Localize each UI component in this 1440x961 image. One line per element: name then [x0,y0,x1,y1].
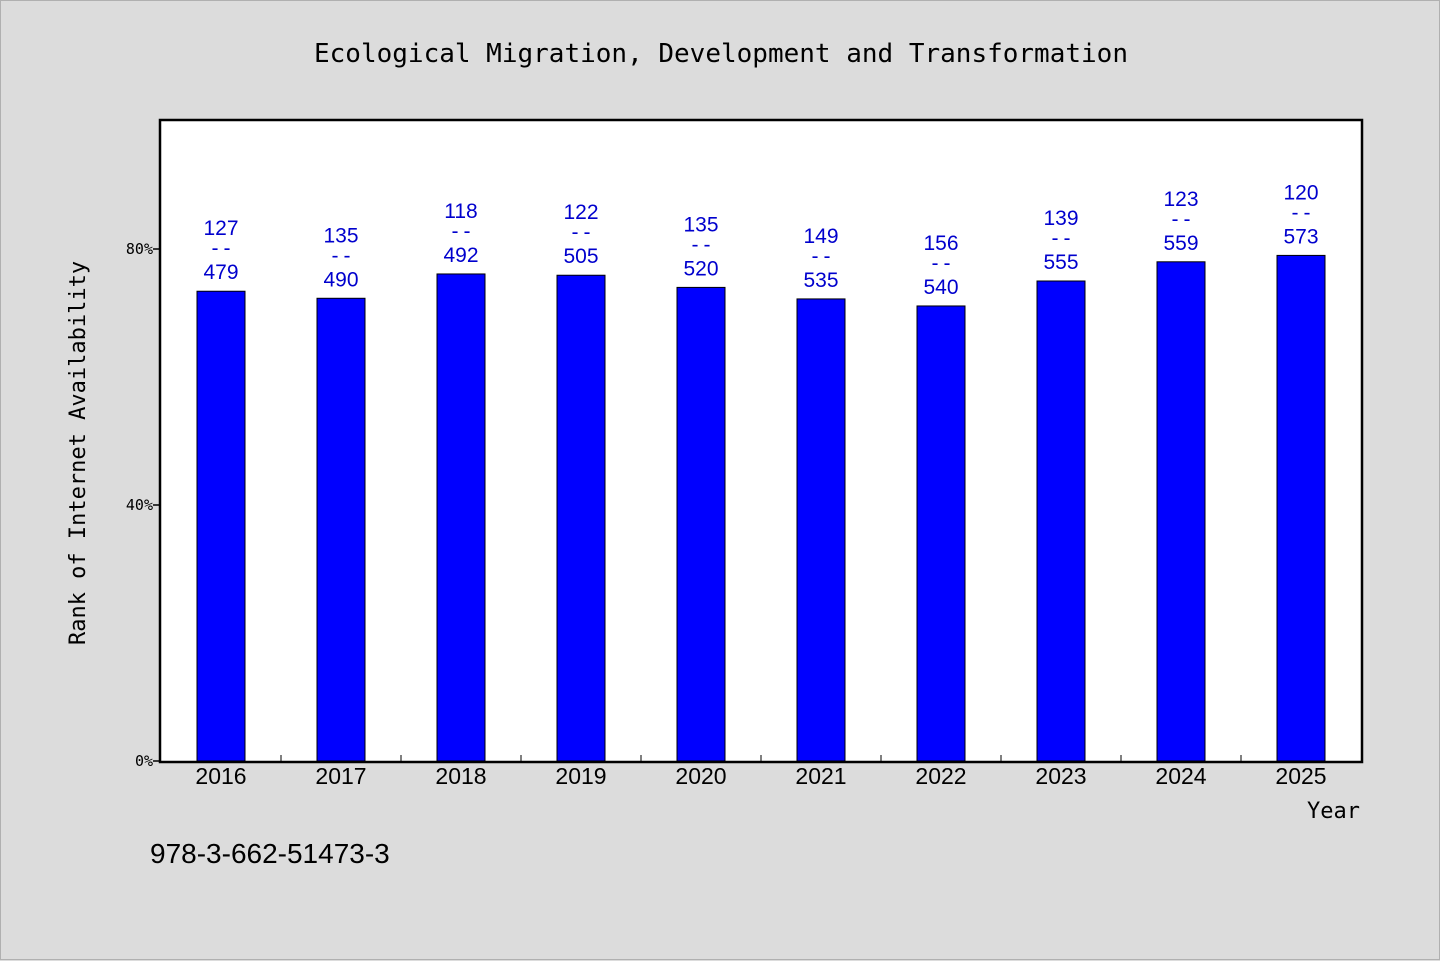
bar-label-sep-2023: -- [1049,226,1073,250]
bar-label-sep-2018: -- [449,219,473,243]
bar-label-sep-2021: -- [809,244,833,268]
bar-label-top-2020: 135 [683,213,718,236]
bar-label-sep-2024: -- [1169,207,1193,231]
y-axis: 0% 40% 80% [126,240,161,770]
bar-label-bottom-2022: 540 [923,276,958,299]
bar-2017 [316,297,366,762]
x-tick-label-2020: 2020 [675,763,726,789]
y-tick-label: 40% [126,496,153,514]
bar-2020 [676,286,726,762]
x-tick-label-2025: 2025 [1275,763,1326,789]
x-tick-label-2019: 2019 [555,763,606,789]
bar-2023 [1036,280,1086,762]
x-tick-label-2016: 2016 [195,763,246,789]
x-tick-label-2023: 2023 [1035,763,1086,789]
x-axis-title: Year [1307,799,1360,824]
y-axis-title: Rank of Internet Availability [66,261,91,645]
bar-label-bottom-2018: 492 [443,244,478,267]
bar-label-bottom-2016: 479 [203,261,238,284]
bar-2024 [1156,261,1206,762]
bar-label-sep-2025: -- [1289,200,1313,224]
y-tick-label: 80% [126,240,153,258]
bar-label-top-2019: 122 [563,201,598,224]
bar-labels-group: 127--479135--490118--492122--505135--520… [203,181,1318,299]
bar-2022 [916,305,966,762]
bar-label-top-2016: 127 [203,217,238,240]
x-tick-label-2024: 2024 [1155,763,1206,789]
y-tick-label: 0% [135,752,153,770]
bar-label-bottom-2025: 573 [1283,225,1318,248]
bar-2016 [196,290,246,762]
bar-label-bottom-2019: 505 [563,245,598,268]
x-tick-label-2022: 2022 [915,763,966,789]
bar-label-top-2022: 156 [923,232,958,255]
bars-group [196,254,1326,762]
x-tick-label-2021: 2021 [795,763,846,789]
chart-title: Ecological Migration, Development and Tr… [314,39,1128,69]
bar-label-top-2024: 123 [1163,188,1198,211]
bar-label-sep-2019: -- [569,220,593,244]
bar-label-top-2023: 139 [1043,207,1078,230]
bar-label-bottom-2021: 535 [803,269,838,292]
bar-label-sep-2017: -- [329,243,353,267]
bar-label-top-2017: 135 [323,224,358,247]
bar-2025 [1276,254,1326,762]
bar-label-sep-2022: -- [929,251,953,275]
bar-label-bottom-2023: 555 [1043,251,1078,274]
bar-label-bottom-2020: 520 [683,257,718,280]
bar-label-bottom-2017: 490 [323,268,358,291]
bar-label-top-2018: 118 [444,200,477,223]
bar-label-bottom-2024: 559 [1163,232,1198,255]
bar-2018 [436,273,486,762]
bar-2019 [556,274,606,762]
bar-label-sep-2020: -- [689,232,713,256]
x-tick-label-2018: 2018 [435,763,486,789]
bar-label-top-2021: 149 [803,225,838,248]
x-tick-label-2017: 2017 [315,763,366,789]
bar-label-sep-2016: -- [209,236,233,260]
bar-label-top-2025: 120 [1283,181,1318,204]
bar-2021 [796,298,846,762]
x-axis: 2016 2017 2018 2019 2020 2021 2022 2023 2024 2025 [195,755,1327,789]
footer-id: 978-3-662-51473-3 [150,838,390,869]
